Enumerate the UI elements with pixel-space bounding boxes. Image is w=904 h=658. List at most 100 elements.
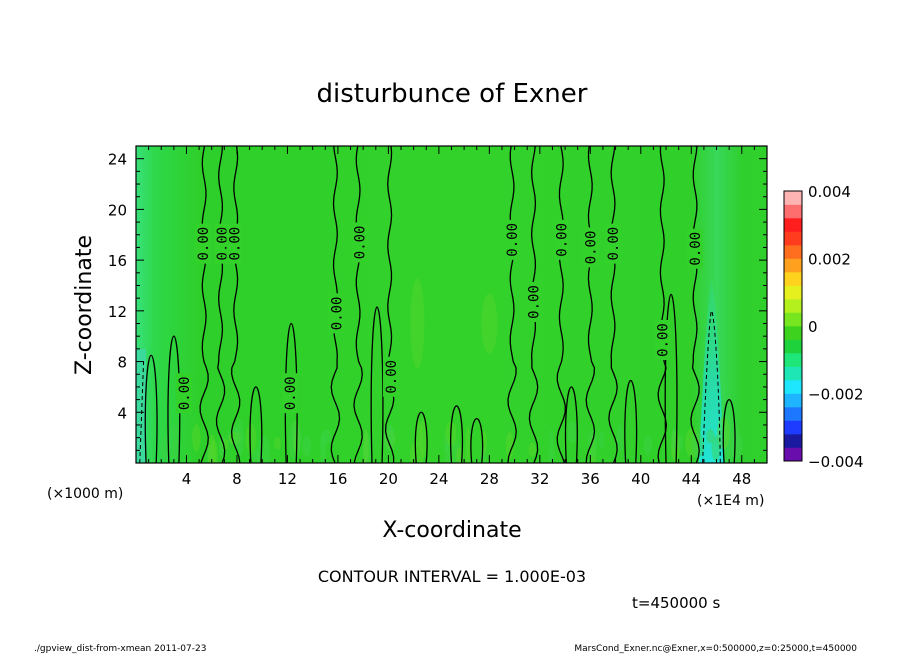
contour-label-bg [226, 223, 243, 264]
colorbar-swatch [784, 299, 802, 313]
contour-label-bg [687, 228, 704, 269]
contour-label-bg [605, 223, 622, 264]
x-tick-label: 44 [682, 470, 701, 488]
contour-line [144, 354, 158, 463]
x-unit-left: (×1000 m) [47, 486, 123, 502]
y-axis-label: Z-coordinate [72, 235, 97, 375]
colorbar-swatch [784, 204, 802, 219]
colorbar-swatch [784, 191, 802, 205]
texture-blob [167, 425, 180, 461]
texture-blob [685, 427, 700, 458]
contour-line [664, 293, 678, 463]
contour-label: 0.00 [583, 231, 599, 265]
contour-label-bg [654, 320, 671, 361]
contour-label-bg [553, 219, 570, 260]
contour-label: 0.00 [352, 226, 368, 260]
colorbar-swatch [784, 312, 802, 327]
texture-blob [479, 445, 487, 463]
texture-blob [387, 424, 394, 447]
contour-line [470, 417, 484, 463]
y-tick-label: 16 [108, 252, 127, 270]
x-unit-right: (×1E4 m) [697, 493, 764, 509]
colorbar-swatch [784, 245, 802, 259]
colorbar-swatch [784, 231, 802, 246]
x-tick-label: 8 [232, 470, 242, 488]
colorbar-swatch [784, 447, 802, 462]
contour-line [585, 146, 596, 463]
texture-blob [677, 433, 683, 451]
colorbar-swatch [784, 380, 802, 394]
x-tick-label: 32 [530, 470, 549, 488]
texture-blob [302, 435, 312, 458]
contour-label-bg [525, 281, 542, 322]
colorbar-swatch [784, 420, 802, 435]
texture-blob [218, 434, 226, 458]
colorbar-swatch [784, 285, 802, 300]
colorbar-tick-label: 0.002 [808, 251, 851, 269]
contour-label: 0.00 [227, 227, 243, 261]
contour-line [353, 146, 363, 463]
y-tick-label: 24 [108, 151, 127, 169]
contour-interval-text: CONTOUR INTERVAL = 1.000E-03 [318, 567, 586, 586]
contour-label: 0.00 [606, 227, 622, 261]
x-tick-label: 24 [429, 470, 448, 488]
colorbar-swatch [784, 258, 802, 273]
contour-line [564, 386, 578, 463]
y-tick-label: 8 [117, 354, 127, 372]
contour-label: 0.00 [688, 232, 704, 266]
y-axis-ticks: 4 8 12 16 20 24 [108, 151, 767, 451]
x-tick-label: 4 [182, 470, 192, 488]
contour-label: 0.00 [330, 297, 346, 331]
colorbar-swatch [784, 218, 802, 232]
x-tick-label: 20 [379, 470, 398, 488]
contour-line [657, 146, 668, 463]
colorbar-tick-label: −0.002 [808, 386, 864, 404]
contour-label-bg [328, 293, 345, 334]
plot-area: 0.00 0.00 0.00 0.00 0.00 0.00 0.00 0.00 0.00 0.00… [136, 146, 767, 463]
colorbar-tick-label: 0 [808, 318, 818, 336]
texture-blob [671, 430, 681, 462]
texture-blob [588, 428, 598, 458]
texture-blob [465, 427, 471, 463]
texture-blob [409, 440, 424, 463]
texture-blob [443, 433, 449, 452]
contour-line [370, 306, 384, 463]
contour-line [450, 405, 464, 463]
texture-blob [616, 424, 624, 453]
colorbar-frame [783, 190, 803, 462]
footer-right: MarsCond_Exner.nc@Exner,x=0:500000,z=0:2… [574, 644, 857, 654]
texture-blob [410, 278, 425, 369]
texture-blob [364, 433, 372, 463]
x-tick-label: 48 [732, 470, 751, 488]
contour-label: 0.00 [196, 227, 212, 261]
field-background [136, 146, 767, 463]
colorbar-tick-label: 0.004 [808, 183, 851, 201]
contour-line [624, 379, 638, 463]
contour-label: 0.00 [177, 376, 193, 410]
contour-line [722, 398, 736, 463]
footer-left: ./gpview_dist-from-xmean 2011-07-23 [34, 644, 206, 654]
contour-label-bg [281, 373, 298, 414]
texture-blob [599, 430, 605, 450]
texture-blob [363, 428, 368, 463]
left-edge-region [136, 348, 146, 463]
contour-line [507, 146, 517, 463]
x-axis-label: X-coordinate [382, 518, 521, 543]
colorbar-swatch [784, 393, 802, 408]
contour-label-bg [351, 222, 368, 263]
contour-label: 0.00 [505, 223, 521, 257]
texture-blob [288, 421, 302, 461]
contour-line [608, 146, 618, 463]
contour-label-bg [213, 223, 230, 264]
field-texture [136, 278, 743, 463]
negative-region [698, 279, 725, 463]
contour-label-bg [175, 373, 192, 414]
texture-blob [711, 435, 720, 462]
x-tick-label: 28 [480, 470, 499, 488]
texture-blob [192, 424, 201, 452]
y-tick-label: 20 [108, 201, 127, 219]
colorbar-swatch [784, 339, 802, 354]
colorbar-swatch [784, 272, 802, 286]
contour-line [249, 386, 263, 463]
